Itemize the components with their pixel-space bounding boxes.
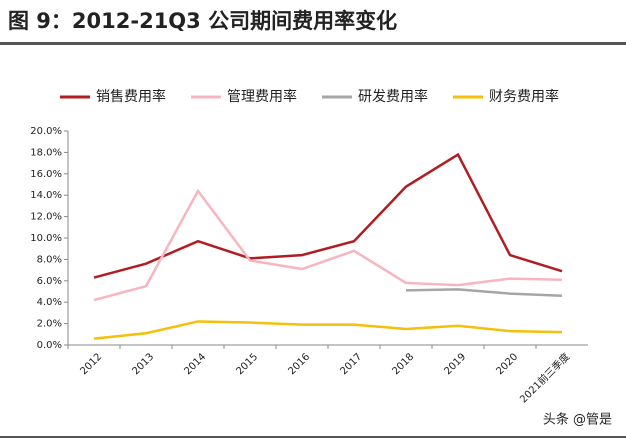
x-tick-label: 2019 — [442, 351, 468, 377]
x-tick-label: 2021前三季度 — [517, 350, 572, 405]
x-tick-label: 2014 — [182, 351, 208, 377]
legend-label: 销售费用率 — [96, 88, 166, 105]
y-tick-label: 18.0% — [30, 147, 62, 158]
y-tick-label: 4.0% — [37, 297, 62, 308]
x-tick-label: 2018 — [390, 351, 416, 377]
y-tick-label: 6.0% — [37, 276, 62, 287]
y-tick-label: 0.0% — [37, 340, 62, 351]
y-tick-label: 2.0% — [37, 319, 62, 330]
legend-label: 研发费用率 — [358, 88, 428, 105]
y-tick-label: 16.0% — [30, 169, 62, 180]
y-tick-label: 8.0% — [37, 254, 62, 265]
series-line — [405, 288, 563, 298]
x-tick-label: 2015 — [234, 351, 260, 377]
series-line — [93, 188, 563, 302]
x-tick-label: 2016 — [286, 351, 312, 377]
y-tick-label: 20.0% — [30, 126, 62, 137]
watermark: 头条 @管是 — [543, 412, 612, 428]
x-tick-label: 2012 — [78, 351, 104, 377]
x-tick-label: 2017 — [338, 351, 364, 377]
series-line — [93, 320, 563, 340]
footer-rule — [0, 436, 626, 438]
x-tick-label: 2013 — [130, 351, 156, 377]
legend-label: 管理费用率 — [227, 88, 297, 105]
y-tick-label: 12.0% — [30, 212, 62, 223]
chart-title: 图 9：2012-21Q3 公司期间费用率变化 — [8, 9, 397, 33]
header-rule — [0, 42, 626, 45]
x-tick-label: 2020 — [494, 351, 520, 377]
legend-label: 财务费用率 — [489, 88, 559, 105]
y-tick-label: 10.0% — [30, 233, 62, 244]
series-line — [93, 152, 563, 279]
y-tick-label: 14.0% — [30, 190, 62, 201]
